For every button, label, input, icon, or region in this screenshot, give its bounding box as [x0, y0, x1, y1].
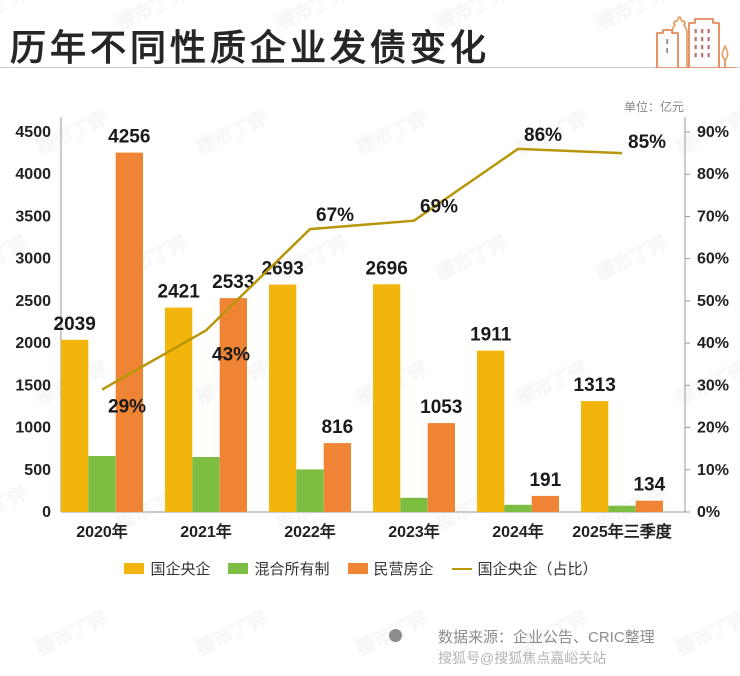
svg-text:4500: 4500: [15, 124, 51, 141]
svg-text:3000: 3000: [15, 251, 51, 268]
svg-text:40%: 40%: [697, 335, 729, 352]
svg-text:2020年: 2020年: [76, 522, 128, 541]
svg-text:500: 500: [24, 462, 51, 479]
svg-text:1911: 1911: [470, 325, 512, 346]
svg-text:50%: 50%: [697, 293, 729, 310]
svg-text:70%: 70%: [697, 208, 729, 225]
svg-text:1500: 1500: [15, 377, 51, 394]
svg-text:2000: 2000: [15, 335, 51, 352]
svg-text:3500: 3500: [15, 208, 51, 225]
svg-text:1000: 1000: [15, 420, 51, 437]
svg-text:67%: 67%: [316, 205, 354, 226]
svg-text:191: 191: [529, 470, 561, 491]
svg-text:2023年: 2023年: [388, 522, 440, 541]
svg-text:85%: 85%: [628, 132, 666, 153]
svg-text:2021年: 2021年: [180, 522, 232, 541]
svg-text:4256: 4256: [108, 127, 150, 148]
svg-text:43%: 43%: [212, 344, 250, 365]
svg-text:2500: 2500: [15, 293, 51, 310]
svg-text:1053: 1053: [420, 397, 462, 418]
svg-text:2039: 2039: [54, 314, 96, 335]
svg-text:2421: 2421: [158, 282, 201, 303]
svg-text:69%: 69%: [420, 197, 458, 218]
svg-text:0%: 0%: [697, 504, 720, 521]
svg-text:2696: 2696: [366, 258, 408, 279]
svg-text:2025年三季度: 2025年三季度: [572, 522, 673, 541]
svg-text:80%: 80%: [697, 166, 729, 183]
svg-text:134: 134: [633, 475, 665, 496]
svg-text:816: 816: [321, 417, 353, 438]
svg-text:0: 0: [42, 504, 51, 521]
svg-text:86%: 86%: [524, 125, 562, 146]
svg-text:1313: 1313: [574, 375, 616, 396]
svg-text:60%: 60%: [697, 251, 729, 268]
svg-text:4000: 4000: [15, 166, 51, 183]
svg-text:90%: 90%: [697, 124, 729, 141]
svg-text:20%: 20%: [697, 420, 729, 437]
svg-text:2024年: 2024年: [492, 522, 544, 541]
svg-text:2022年: 2022年: [284, 522, 336, 541]
svg-text:30%: 30%: [697, 377, 729, 394]
svg-text:29%: 29%: [108, 397, 146, 418]
svg-text:10%: 10%: [697, 462, 729, 479]
